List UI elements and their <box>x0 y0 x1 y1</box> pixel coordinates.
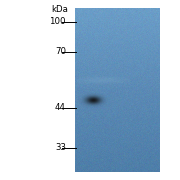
Text: 33: 33 <box>55 143 66 152</box>
Text: 44: 44 <box>55 103 66 112</box>
Text: 100: 100 <box>50 17 66 26</box>
Text: kDa: kDa <box>51 5 68 14</box>
Text: 70: 70 <box>55 48 66 57</box>
